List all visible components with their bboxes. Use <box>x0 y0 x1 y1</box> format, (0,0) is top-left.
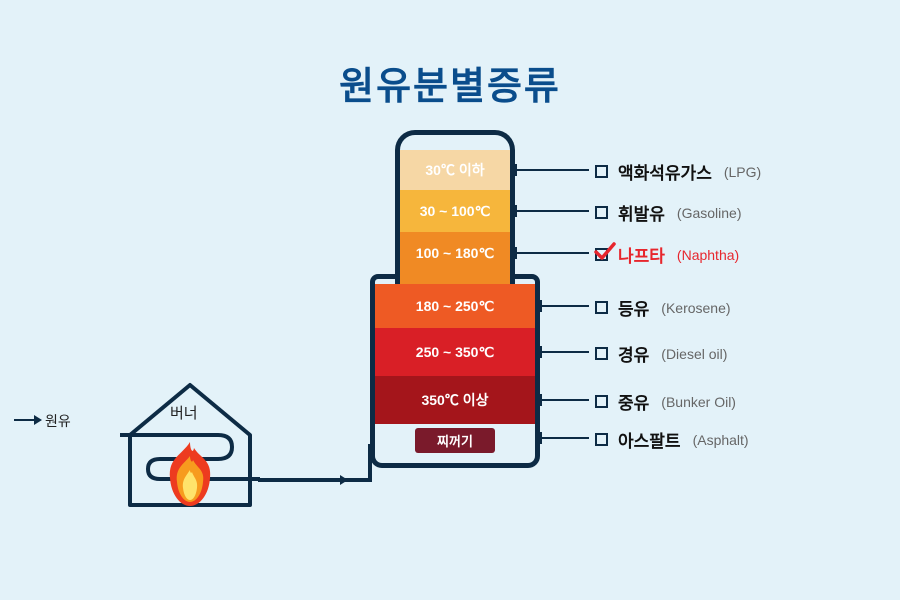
segment-temp-label: 30℃ 이하 <box>425 160 484 180</box>
burner-label: 버너 <box>170 402 198 423</box>
tower-segment: 180 ~ 250℃ <box>370 284 540 328</box>
product-name-ko: 아스팔트 <box>618 427 681 452</box>
product-name-en: (Kerosene) <box>661 300 730 316</box>
connector-line <box>540 351 589 353</box>
connector-line <box>515 252 589 254</box>
connector-line <box>540 305 589 307</box>
checkbox-icon <box>595 395 608 408</box>
product-item: 경유 (Diesel oil) <box>595 341 727 366</box>
connector-tick <box>540 346 542 358</box>
connector-tick <box>515 164 517 176</box>
product-item: 중유 (Bunker Oil) <box>595 389 736 414</box>
product-name-ko: 나프타 <box>618 242 665 267</box>
connector-tick <box>540 394 542 406</box>
product-item: 나프타 (Naphtha) <box>595 242 739 267</box>
product-name-en: (Asphalt) <box>693 432 749 448</box>
tower-shoulder <box>370 274 540 284</box>
connector-line <box>515 169 589 171</box>
product-item: 액화석유가스 (LPG) <box>595 159 761 184</box>
checkbox-icon <box>595 206 608 219</box>
segment-temp-label: 250 ~ 350℃ <box>416 344 494 361</box>
product-name-ko: 등유 <box>618 295 649 320</box>
tower-segment: 30 ~ 100℃ <box>395 190 515 232</box>
product-name-en: (LPG) <box>724 164 761 180</box>
checkbox-icon <box>595 347 608 360</box>
tower-base <box>370 456 540 468</box>
flame-icon <box>160 440 220 510</box>
product-name-en: (Naphtha) <box>677 247 739 263</box>
product-name-ko: 경유 <box>618 341 649 366</box>
tower-segment: 30℃ 이하 <box>395 150 515 190</box>
segment-temp-label: 180 ~ 250℃ <box>416 298 494 315</box>
product-name-ko: 중유 <box>618 389 649 414</box>
checkbox-icon <box>595 433 608 446</box>
tower-cap <box>395 130 515 150</box>
product-item: 등유 (Kerosene) <box>595 295 731 320</box>
product-item: 휘발유 (Gasoline) <box>595 200 742 225</box>
segment-temp-label: 100 ~ 180℃ <box>416 245 494 262</box>
arrow-in-icon <box>14 414 42 426</box>
diagram-title: 원유분별증류 <box>339 55 561 110</box>
product-item: 아스팔트 (Asphalt) <box>595 427 749 452</box>
checkbox-icon <box>595 165 608 178</box>
connector-tick <box>515 205 517 217</box>
crude-oil-label: 원유 <box>45 411 71 431</box>
tower-residue-wrap: 찌꺼기 <box>370 424 540 456</box>
connector-line <box>515 210 589 212</box>
tower-segment: 100 ~ 180℃ <box>395 232 515 274</box>
connector-line <box>540 399 589 401</box>
pipe-to-tower <box>258 478 372 482</box>
segment-temp-label: 350℃ 이상 <box>421 390 488 410</box>
segment-temp-label: 30 ~ 100℃ <box>420 203 491 220</box>
product-name-ko: 액화석유가스 <box>618 159 712 184</box>
checkbox-icon <box>595 301 608 314</box>
distillation-tower: 30℃ 이하 30 ~ 100℃ 100 ~ 180℃ 180 ~ 250℃ 250 ~… <box>370 130 540 468</box>
product-name-en: (Diesel oil) <box>661 346 727 362</box>
pipe-to-tower-v <box>368 444 372 482</box>
tower-residue: 찌꺼기 <box>415 428 495 453</box>
connector-tick <box>540 432 542 444</box>
connector-line <box>540 437 589 439</box>
product-name-ko: 휘발유 <box>618 200 665 225</box>
tower-segment: 350℃ 이상 <box>370 376 540 424</box>
product-name-en: (Bunker Oil) <box>661 394 736 410</box>
connector-tick <box>540 300 542 312</box>
connector-tick <box>515 247 517 259</box>
checkbox-checked-icon <box>595 248 608 261</box>
tower-segment: 250 ~ 350℃ <box>370 328 540 376</box>
product-name-en: (Gasoline) <box>677 205 742 221</box>
